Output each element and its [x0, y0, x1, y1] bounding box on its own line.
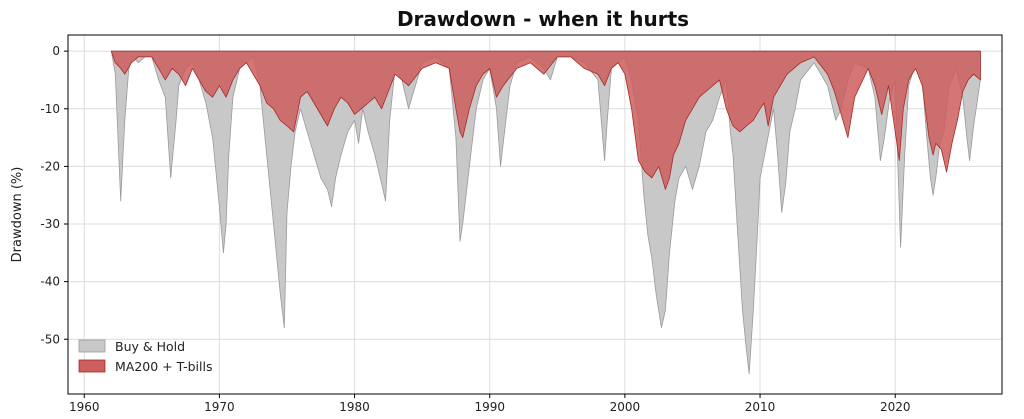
legend: Buy & Hold MA200 + T-bills	[78, 339, 212, 374]
y-tick-label: -10	[40, 102, 60, 116]
x-tick-label: 1980	[339, 400, 370, 414]
y-tick-label: 0	[52, 44, 60, 58]
area-series-ma200-tbills	[110, 50, 981, 190]
y-tick-label: -30	[40, 217, 60, 231]
y-tick-label: -50	[40, 332, 60, 346]
y-axis-label: Drawdown (%)	[10, 167, 25, 263]
x-tick-label: 2010	[745, 400, 776, 414]
legend-label-ma200-tbills: MA200 + T-bills	[115, 359, 212, 374]
y-axis-ticks: 0 -10 -20 -30 -40 -50	[40, 44, 68, 346]
plot-frame	[67, 34, 1003, 395]
plot-areas	[110, 50, 981, 375]
legend-label-buy-and-hold: Buy & Hold	[115, 339, 185, 354]
y-tick-label: -20	[40, 159, 60, 173]
x-tick-label: 1970	[204, 400, 235, 414]
x-tick-label: 2020	[880, 400, 911, 414]
legend-swatch-buy-and-hold	[78, 339, 106, 353]
x-tick-label: 1990	[474, 400, 505, 414]
x-axis-ticks: 1960 1970 1980 1990 2000 2010 2020	[69, 394, 911, 414]
x-tick-label: 2000	[610, 400, 641, 414]
x-tick-label: 1960	[69, 400, 100, 414]
y-tick-label: -40	[40, 275, 60, 289]
chart-title: Drawdown - when it hurts	[397, 7, 689, 31]
legend-swatch-ma200-tbills	[78, 359, 106, 373]
